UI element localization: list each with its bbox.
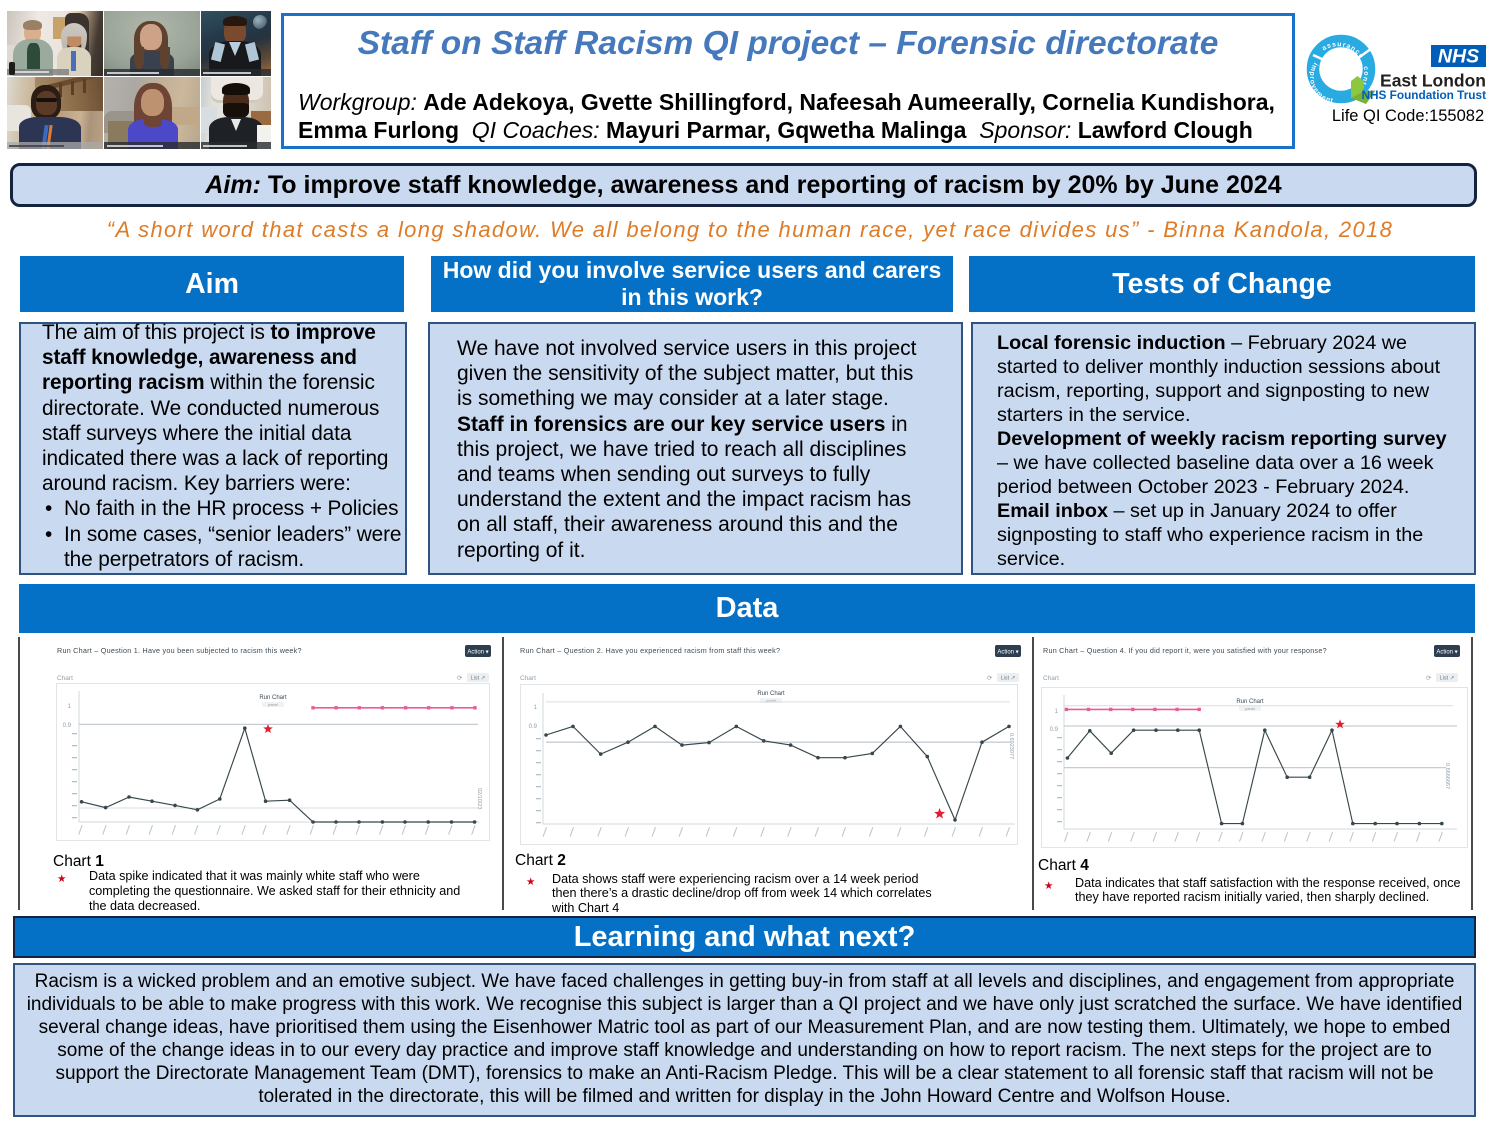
svg-text:Life QI Code:155082: Life QI Code:155082 — [1332, 107, 1484, 125]
svg-text:1: 1 — [68, 704, 72, 710]
svg-text:0.6666667: 0.6666667 — [1444, 763, 1450, 789]
svg-text:panel: panel — [268, 702, 278, 707]
svg-text:Run Chart – Question 4. If you: Run Chart – Question 4. If you did repor… — [1043, 646, 1327, 655]
svg-text:Chart: Chart — [520, 675, 536, 682]
svg-text:Run Chart: Run Chart — [1236, 699, 1264, 705]
svg-text:1: 1 — [1055, 709, 1059, 715]
svg-text:NHS Foundation Trust: NHS Foundation Trust — [1361, 88, 1486, 102]
svg-text:1: 1 — [534, 705, 538, 711]
svg-text:0.9: 0.9 — [63, 723, 72, 729]
svg-text:List ↗: List ↗ — [1001, 676, 1016, 682]
svg-text:0.9: 0.9 — [529, 724, 538, 730]
svg-text:⟳: ⟳ — [457, 675, 463, 682]
svg-text:0.9: 0.9 — [1050, 727, 1059, 733]
svg-text:Run Chart – Question 1. Have y: Run Chart – Question 1. Have you been su… — [57, 646, 302, 655]
svg-text:East London: East London — [1380, 71, 1486, 91]
svg-text:Run Chart: Run Chart — [757, 691, 785, 697]
svg-text:Run Chart: Run Chart — [259, 695, 287, 701]
svg-text:List ↗: List ↗ — [471, 676, 486, 682]
svg-text:0.6923077: 0.6923077 — [1008, 733, 1014, 759]
svg-text:NHS: NHS — [1438, 46, 1479, 68]
svg-text:Chart: Chart — [57, 675, 73, 682]
svg-text:panel: panel — [766, 698, 776, 703]
svg-text:02/10/23: 02/10/23 — [476, 788, 482, 809]
svg-text:Action ▾: Action ▾ — [997, 650, 1018, 656]
svg-text:Action ▾: Action ▾ — [1436, 650, 1457, 656]
svg-text:⟳: ⟳ — [987, 675, 993, 682]
svg-text:Run Chart – Question 2. Have y: Run Chart – Question 2. Have you experie… — [520, 646, 780, 655]
svg-text:Chart: Chart — [1043, 675, 1059, 682]
svg-text:⟳: ⟳ — [1426, 675, 1432, 682]
svg-text:panel: panel — [1245, 706, 1255, 711]
svg-text:List ↗: List ↗ — [1440, 676, 1455, 682]
svg-text:Action ▾: Action ▾ — [467, 650, 488, 656]
